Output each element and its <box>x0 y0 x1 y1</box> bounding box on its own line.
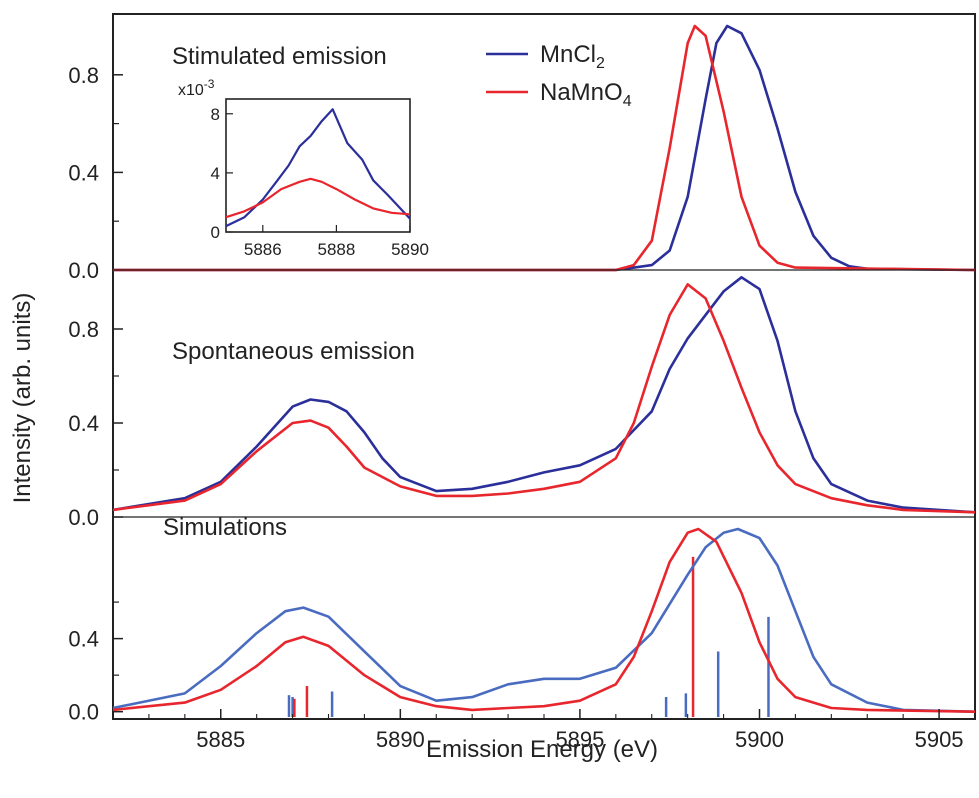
panel-label: Spontaneous emission <box>172 338 415 365</box>
legend: MnCl2 NaMnO4 <box>486 41 632 110</box>
inset-x-tick-label: 5890 <box>391 240 429 259</box>
panel-3: 0.0 0.4 Simulations <box>68 514 976 725</box>
panel-label: Stimulated emission <box>172 43 387 70</box>
inset-frame <box>225 98 411 233</box>
inset-x-tick-label: 5888 <box>317 240 355 259</box>
legend-entry: MnCl2 <box>540 41 605 72</box>
series-line <box>112 276 976 514</box>
series-line <box>113 24 976 272</box>
main-plot-panels: 0.0 0.4 0.8 Stimulated emission 0.0 0.4 0.8 Spo… <box>68 13 976 752</box>
x-tick-label: 5905 <box>915 727 964 752</box>
y-tick-label: 0.4 <box>68 411 99 436</box>
x-axis-label: Emission Energy (eV) <box>426 736 658 763</box>
x-tick-label: 5890 <box>376 727 425 752</box>
y-tick-label: 0.0 <box>68 700 99 725</box>
x-tick-label: 5895 <box>555 727 604 752</box>
series-line <box>112 283 976 514</box>
inset-y-tick-label: 4 <box>211 164 220 183</box>
inset-scale-label: x10-3 <box>178 77 215 99</box>
y-tick-label: 0.4 <box>68 160 99 185</box>
series-line <box>113 24 976 272</box>
inset-y-tick-label: 8 <box>211 105 220 124</box>
legend-entry: NaMnO4 <box>540 79 632 110</box>
series-line <box>112 527 976 713</box>
panel-label: Simulations <box>163 514 287 541</box>
panel-2: 0.0 0.4 0.8 Spontaneous emission <box>68 269 976 530</box>
y-tick-label: 0.8 <box>68 63 99 88</box>
y-tick-label: 0.0 <box>68 505 99 530</box>
inset-plot: 0 4 8 5886 5888 5890 x10-3 <box>178 77 429 259</box>
inset-y-tick-label: 0 <box>211 223 220 242</box>
inset-x-tick-label: 5886 <box>244 240 282 259</box>
y-tick-label: 0.4 <box>68 627 99 652</box>
y-tick-label: 0.0 <box>68 258 99 283</box>
y-tick-label: 0.8 <box>68 317 99 342</box>
panel-1: 0.0 0.4 0.8 Stimulated emission <box>68 24 976 283</box>
x-tick-label: 5885 <box>196 727 245 752</box>
inset-series-line <box>225 108 411 228</box>
inset-series-line <box>225 177 411 219</box>
y-axis-label: Intensity (arb. units) <box>9 293 36 504</box>
series-line <box>112 527 976 713</box>
x-tick-label: 5900 <box>735 727 784 752</box>
